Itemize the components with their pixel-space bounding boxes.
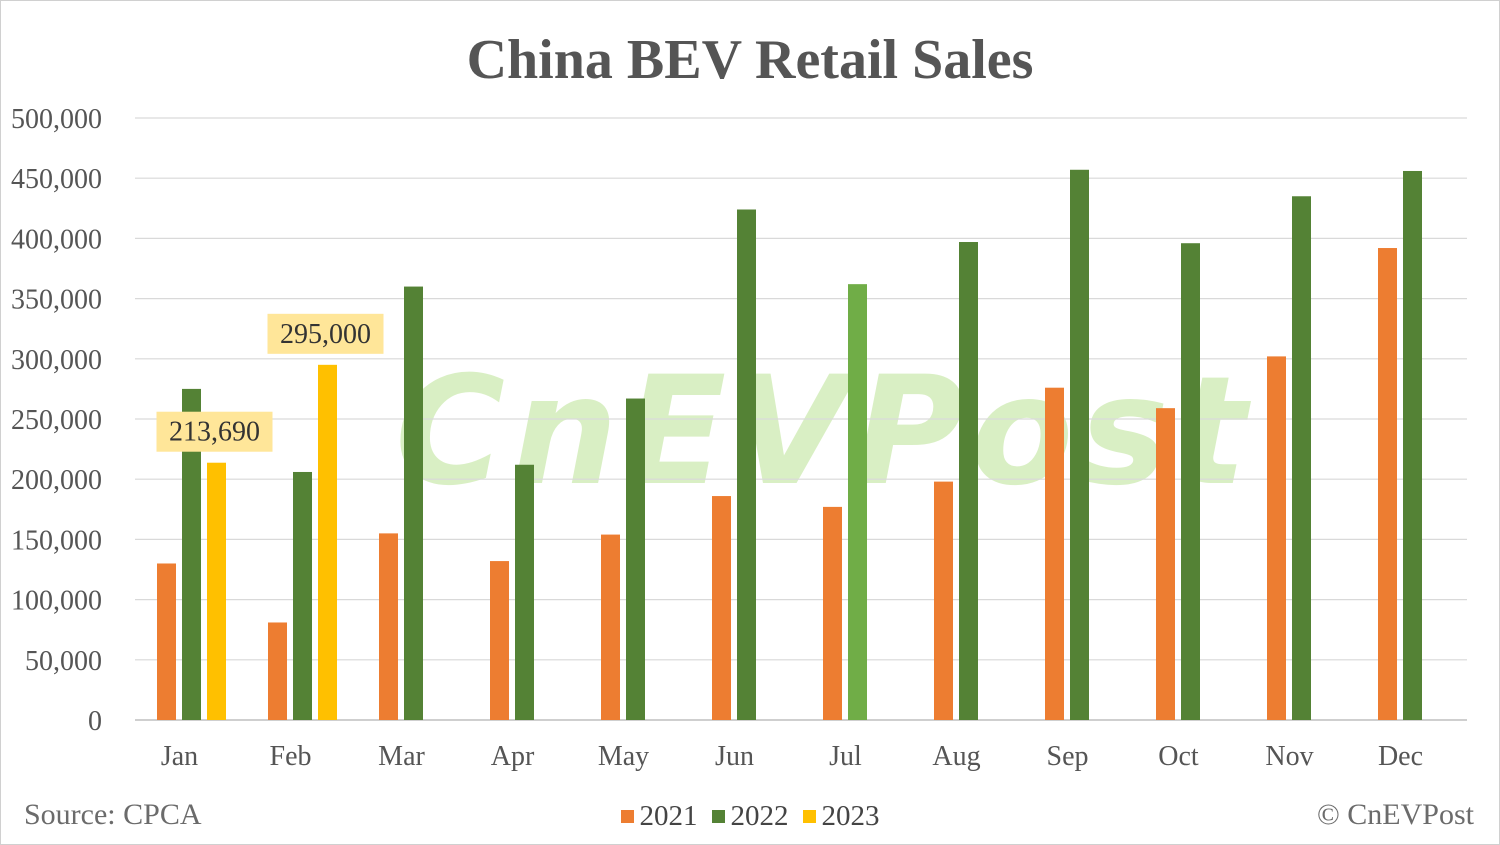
bar-2022-aug bbox=[959, 242, 978, 720]
legend-swatch bbox=[711, 810, 725, 823]
y-tick-label: 150,000 bbox=[11, 525, 102, 556]
legend-item-2023: 2023 bbox=[802, 800, 880, 833]
y-tick-label: 200,000 bbox=[11, 465, 102, 496]
x-tick-label: Jun bbox=[715, 741, 754, 772]
bar-2021-jun bbox=[712, 496, 731, 720]
y-tick-label: 300,000 bbox=[11, 345, 102, 376]
x-tick-label: Mar bbox=[378, 741, 425, 772]
bar-2021-jul bbox=[823, 506, 842, 720]
legend: 2021 2022 2023 bbox=[0, 800, 1500, 833]
bar-2022-feb bbox=[293, 471, 312, 720]
y-tick-label: 400,000 bbox=[11, 224, 102, 255]
x-tick-label: May bbox=[598, 741, 649, 772]
y-tick-label: 450,000 bbox=[11, 164, 102, 195]
bar-2022-jul bbox=[848, 284, 867, 720]
legend-item-2022: 2022 bbox=[711, 800, 789, 833]
bar-2022-jun bbox=[737, 209, 756, 720]
y-tick-label: 500,000 bbox=[11, 104, 102, 135]
y-tick-label: 100,000 bbox=[11, 586, 102, 617]
bar-2021-jan bbox=[157, 563, 176, 720]
x-tick-label: Nov bbox=[1265, 741, 1313, 772]
legend-label: 2021 bbox=[639, 800, 698, 832]
data-label-2023-feb: 295,000 bbox=[267, 313, 384, 354]
bar-2022-jan bbox=[182, 388, 201, 720]
bar-2021-apr bbox=[490, 561, 509, 720]
bar-2022-mar bbox=[404, 286, 423, 720]
bar-2022-nov bbox=[1292, 196, 1311, 720]
legend-swatch bbox=[620, 810, 634, 823]
bar-2021-dec bbox=[1378, 248, 1397, 721]
y-tick-label: 50,000 bbox=[25, 646, 102, 677]
data-label-2023-jan: 213,690 bbox=[156, 411, 273, 452]
x-tick-label: Oct bbox=[1158, 741, 1199, 772]
bar-2022-may bbox=[626, 398, 645, 720]
bar-2021-oct bbox=[1156, 408, 1175, 720]
x-tick-label: Jan bbox=[161, 741, 198, 772]
data-label-text: 213,690 bbox=[169, 417, 260, 448]
legend-label: 2023 bbox=[821, 800, 880, 832]
bar-2023-jan bbox=[207, 462, 226, 720]
copyright-note: © CnEVPost bbox=[1317, 798, 1474, 831]
x-tick-label: Sep bbox=[1047, 741, 1089, 772]
data-label-text: 295,000 bbox=[280, 319, 371, 350]
bar-2021-may bbox=[601, 534, 620, 720]
source-note: Source: CPCA bbox=[24, 798, 202, 831]
bar-2022-dec bbox=[1403, 170, 1422, 720]
x-tick-label: Feb bbox=[270, 741, 312, 772]
y-tick-label: 0 bbox=[88, 706, 102, 737]
bar-2021-nov bbox=[1267, 356, 1286, 720]
bar-2021-sep bbox=[1045, 387, 1064, 720]
x-tick-label: Aug bbox=[932, 741, 980, 772]
data-label-box bbox=[267, 313, 384, 354]
bar-2021-mar bbox=[379, 533, 398, 720]
bar-2022-apr bbox=[515, 464, 534, 720]
bar-2021-feb bbox=[268, 622, 287, 720]
x-tick-label: Apr bbox=[491, 741, 535, 772]
legend-label: 2022 bbox=[730, 800, 789, 832]
legend-swatch bbox=[802, 810, 816, 823]
bar-2023-feb bbox=[318, 364, 337, 720]
data-label-box bbox=[156, 411, 273, 452]
x-tick-label: Jul bbox=[829, 741, 862, 772]
y-tick-label: 350,000 bbox=[11, 285, 102, 316]
bar-2022-sep bbox=[1070, 169, 1089, 721]
x-tick-label: Dec bbox=[1378, 741, 1423, 772]
bar-2021-aug bbox=[934, 481, 953, 720]
y-tick-label: 250,000 bbox=[11, 405, 102, 436]
chart-title: China BEV Retail Sales bbox=[466, 29, 1034, 91]
bar-2022-oct bbox=[1181, 243, 1200, 720]
legend-item-2021: 2021 bbox=[620, 800, 698, 833]
